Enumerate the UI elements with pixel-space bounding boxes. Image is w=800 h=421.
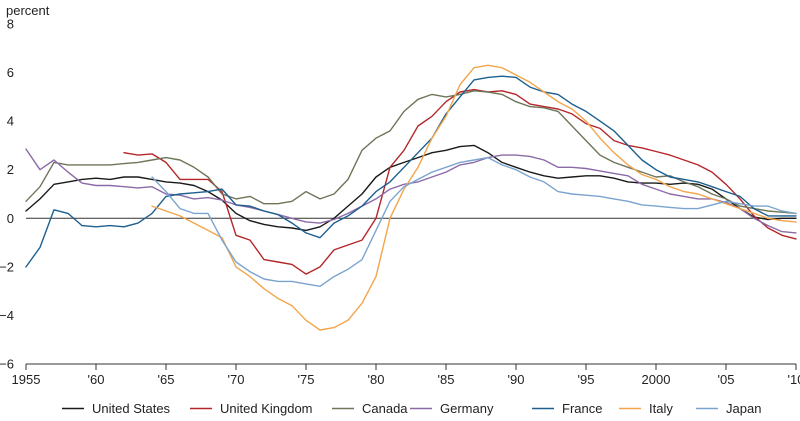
x-axis-ticks: 1955 '60 '65 '70 '75 '80 '85 '90 '95 2000 '05 '10 xyxy=(12,364,800,387)
x-tick-label: '60 xyxy=(88,372,105,387)
series-lines xyxy=(25,64,797,331)
legend-label-canada: Canada xyxy=(362,401,408,416)
legend: United States United Kingdom Canada Germany… xyxy=(62,401,761,416)
series-line-united-kingdom xyxy=(123,88,797,275)
y-tick-label: 2 xyxy=(7,162,14,177)
x-tick-label: 1955 xyxy=(12,372,41,387)
y-tick-labels: −6 −4 −2 0 2 4 6 8 xyxy=(0,17,14,372)
x-tick-label: '10 xyxy=(788,372,800,387)
y-tick-label: −4 xyxy=(0,308,14,323)
x-tick-label: '05 xyxy=(718,372,735,387)
x-tick-label: 2000 xyxy=(642,372,671,387)
y-tick-label: 4 xyxy=(7,114,14,129)
x-tick-label: '90 xyxy=(508,372,525,387)
legend-label-italy: Italy xyxy=(649,401,673,416)
series-line-france xyxy=(25,75,797,268)
x-tick-label: '70 xyxy=(228,372,245,387)
y-tick-label: 6 xyxy=(7,65,14,80)
x-tick-label: '85 xyxy=(438,372,455,387)
legend-label-japan: Japan xyxy=(726,401,761,416)
series-line-japan xyxy=(151,156,797,287)
series-line-canada xyxy=(25,90,797,215)
x-tick-label: '95 xyxy=(578,372,595,387)
y-tick-label: −6 xyxy=(0,357,14,372)
y-tick-label: 8 xyxy=(7,17,14,32)
legend-label-germany: Germany xyxy=(440,401,494,416)
legend-label-united-states: United States xyxy=(92,401,171,416)
x-tick-label: '65 xyxy=(158,372,175,387)
y-unit-label: percent xyxy=(6,3,50,18)
x-tick-label: '75 xyxy=(298,372,315,387)
legend-label-france: France xyxy=(562,401,602,416)
y-tick-label: −2 xyxy=(0,259,14,274)
y-tick-label: 0 xyxy=(7,211,14,226)
x-tick-label: '80 xyxy=(368,372,385,387)
series-line-italy xyxy=(151,64,797,331)
legend-label-united-kingdom: United Kingdom xyxy=(220,401,313,416)
